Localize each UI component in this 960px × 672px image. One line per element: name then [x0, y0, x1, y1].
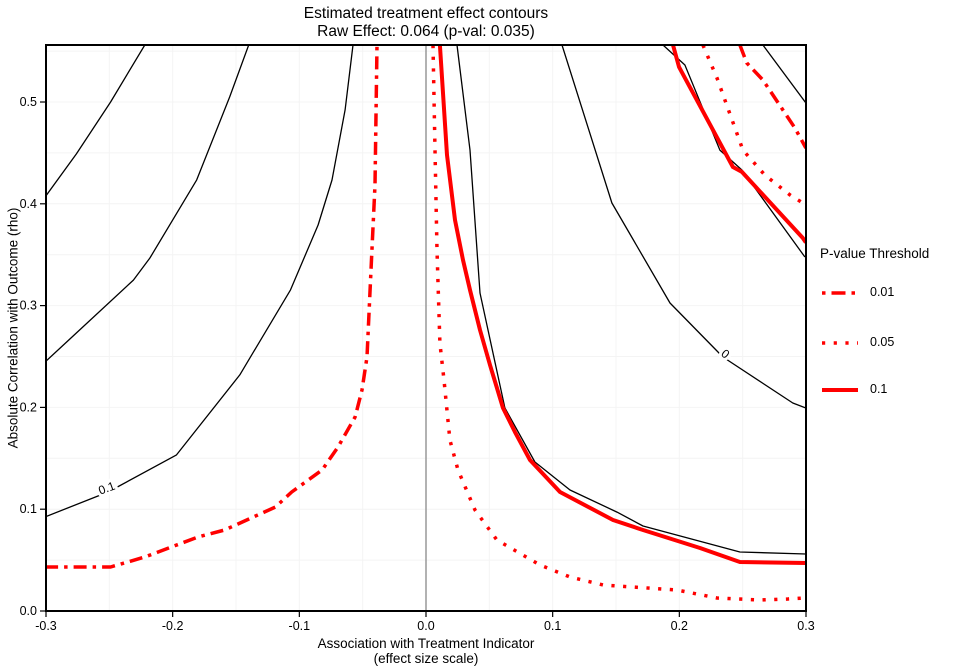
effect-contour-0.1 — [46, 45, 354, 518]
y-tick-label: 0.5 — [20, 95, 37, 109]
y-tick-label: 0.3 — [20, 299, 37, 313]
legend-label-0.01: 0.01 — [870, 285, 895, 299]
x-tick-label: 0.0 — [417, 619, 434, 633]
pval-0.1-right — [437, 45, 806, 565]
contour-level-labels: 0.10 — [93, 343, 735, 500]
x-tick-label: 0.2 — [671, 619, 688, 633]
legend-line-samples — [822, 291, 858, 392]
legend-label-0.05: 0.05 — [870, 335, 895, 349]
effect-contour-0 — [561, 45, 806, 409]
contour-lines — [46, 45, 806, 602]
pval-0.05-upper-right — [701, 45, 806, 207]
pval-0.05-right — [431, 45, 806, 602]
y-tick-label: 0.0 — [20, 604, 37, 618]
effect-contour-left-outer — [46, 45, 146, 197]
pval-0.01-left — [46, 45, 379, 569]
pval-0.1-upper-right — [671, 45, 806, 244]
legend-title: P-value Threshold — [820, 246, 930, 261]
y-tick-label: 0.4 — [20, 197, 37, 211]
x-tick-label: -0.1 — [289, 619, 311, 633]
contour-label: 0.1 — [96, 479, 117, 498]
effect-contour-left-middle — [46, 45, 250, 363]
x-tick-label: 0.3 — [797, 619, 814, 633]
legend-label-0.1: 0.1 — [870, 382, 888, 396]
axis-tick-labels: -0.3 -0.2 -0.1 0.0 0.1 0.2 0.3 0.0 0.1 0.2 0.3 0.4 0… — [20, 95, 815, 633]
x-tick-label: -0.3 — [35, 619, 57, 633]
x-tick-label: -0.2 — [162, 619, 184, 633]
x-axis-title-line2: (effect size scale) — [373, 651, 479, 666]
y-tick-label: 0.1 — [20, 502, 37, 516]
x-axis-title-line1: Association with Treatment Indicator — [317, 636, 535, 651]
effect-contour-right-inner — [456, 45, 806, 555]
axis-ticks — [40, 101, 807, 617]
plot-title: Estimated treatment effect contours — [303, 5, 549, 22]
x-tick-label: 0.1 — [544, 619, 561, 633]
y-tick-label: 0.2 — [20, 400, 37, 414]
pval-0.01-upper-right — [738, 45, 806, 149]
y-axis-title: Absolute Correlation with Outcome (rho) — [5, 207, 21, 449]
effect-contour-right-corner — [762, 45, 806, 104]
plot-subtitle: Raw Effect: 0.064 (p-val: 0.035) — [317, 23, 535, 40]
